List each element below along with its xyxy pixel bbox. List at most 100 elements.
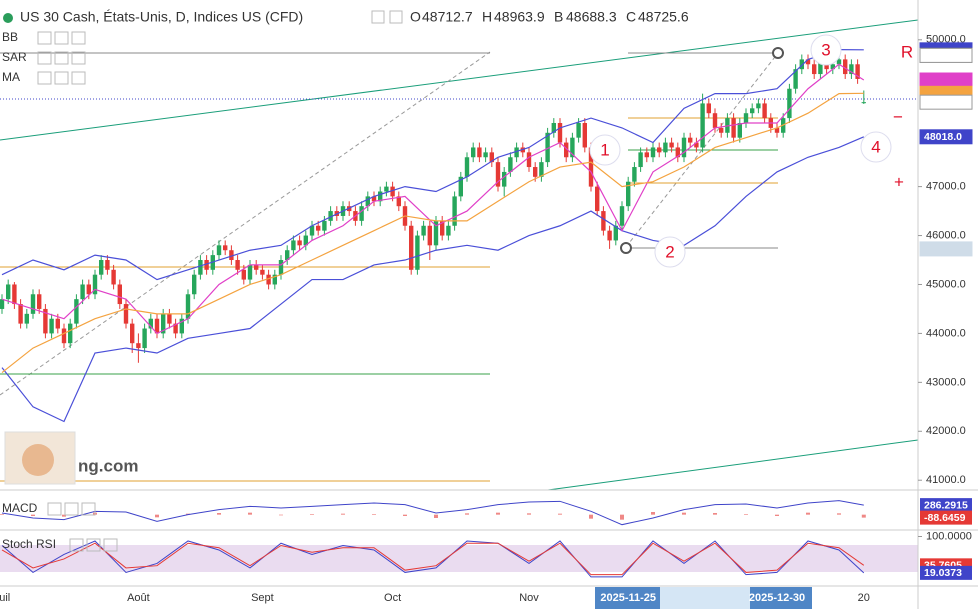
candle-body [291, 240, 296, 251]
date-highlight [750, 587, 812, 609]
stoch-tag [920, 565, 972, 580]
indicator-icon[interactable] [37, 71, 52, 85]
y-tick-label: 46000.0 [926, 229, 966, 241]
price-tag [919, 129, 973, 145]
candle-body [154, 318, 160, 334]
candle-body [719, 127, 724, 133]
candle-body [30, 294, 36, 314]
annotation: 3 [821, 40, 830, 59]
candle-body [861, 102, 866, 104]
ohlc-label: C [626, 9, 636, 25]
macd-line [1, 500, 864, 526]
x-tick-label: Août [127, 592, 150, 604]
candle-body [421, 225, 426, 236]
macd-histogram-bar [558, 513, 562, 515]
indicator-icon[interactable] [37, 51, 52, 65]
candle-body [855, 64, 860, 79]
candle-body [390, 186, 395, 197]
annotation-circle [810, 34, 842, 66]
candle-body [483, 152, 488, 158]
candle-body [632, 167, 637, 182]
price-tag [919, 47, 973, 63]
channel-line [547, 439, 919, 491]
ohlc-value: 48963.9 [494, 9, 545, 25]
candle-body [260, 269, 265, 275]
candle-body [570, 137, 575, 158]
indicator-icon[interactable] [64, 502, 79, 516]
indicator-label: Stoch RSI [2, 537, 56, 551]
macd-histogram-bar [589, 514, 593, 519]
y-tick-label: 44000.0 [926, 327, 966, 339]
candle-body [254, 264, 259, 270]
candle-body [564, 142, 569, 158]
icon[interactable] [371, 10, 385, 24]
indicator-icon[interactable] [71, 51, 86, 65]
candle-body [223, 245, 228, 251]
candle-body [161, 313, 166, 334]
y-tick-label: 47000.0 [926, 181, 966, 193]
indicator-icon[interactable] [81, 502, 96, 516]
candle-body [105, 260, 110, 270]
y-tick-label: 100.0000 [926, 530, 972, 542]
indicator-icon[interactable] [69, 538, 84, 552]
candle-body [533, 167, 538, 177]
candle-body [849, 64, 854, 75]
candle-body [433, 220, 439, 246]
indicator-icon[interactable] [54, 51, 69, 65]
candle-body [61, 328, 67, 344]
dashed-line [625, 52, 779, 248]
macd-histogram-bar [744, 514, 748, 515]
candle-body [68, 323, 73, 344]
macd-histogram-bar [403, 514, 407, 516]
indicator-icon[interactable] [71, 71, 86, 85]
candle-body [18, 304, 23, 324]
macd-histogram-bar [837, 513, 841, 515]
x-tick-label: Juil [0, 592, 10, 604]
indicator-icon[interactable] [54, 31, 69, 45]
overlay-line [1, 48, 864, 281]
candle-body [805, 59, 811, 65]
candle-body [167, 313, 172, 324]
indicator-icon[interactable] [37, 31, 52, 45]
macd-histogram-bar [651, 512, 655, 515]
candle-body [371, 196, 377, 202]
ohlc-label: O [410, 9, 421, 25]
icon[interactable] [389, 10, 403, 24]
annotations: 1 2 3 4 R − + [589, 34, 913, 268]
annotation-circle [860, 131, 892, 163]
candle-body [545, 132, 550, 163]
candle-body [365, 196, 370, 207]
candle-body [706, 103, 711, 114]
candle-body [750, 108, 755, 114]
candle-body [731, 118, 736, 138]
candle-body [142, 328, 147, 349]
candle-body [285, 250, 290, 261]
dashed-line [0, 51, 491, 396]
candle-body [396, 196, 401, 207]
candle-body [495, 162, 501, 187]
annotation: 1 [600, 140, 609, 159]
macd-histogram-bar [861, 514, 866, 518]
macd-histogram-bar [341, 513, 345, 515]
candle-body [266, 274, 271, 285]
indicator-icon[interactable] [47, 502, 62, 516]
indicator-icon[interactable] [86, 538, 101, 552]
candle-body [278, 260, 284, 275]
candle-body [464, 157, 470, 177]
candle-body [681, 137, 687, 158]
candle-body [179, 318, 184, 334]
candle-body [80, 284, 85, 300]
candle-body [192, 274, 197, 295]
ohlc-value: 48725.6 [638, 9, 689, 25]
macd-histogram-bar [62, 514, 66, 517]
candle-body [185, 294, 191, 319]
indicator-label: BB [2, 30, 18, 44]
indicator-icon[interactable] [54, 71, 69, 85]
candle-body [0, 299, 5, 309]
indicator-icon[interactable] [103, 538, 118, 552]
macd-histogram-bar [0, 514, 4, 515]
candle-body [650, 147, 656, 158]
indicator-icon[interactable] [71, 31, 86, 45]
